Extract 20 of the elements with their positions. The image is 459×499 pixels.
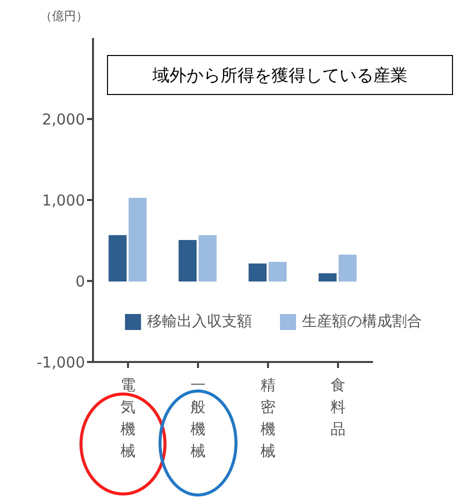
bar <box>268 262 287 282</box>
legend-label: 生産額の構成割合 <box>302 312 422 331</box>
y-tick-label: 1,000 <box>42 191 85 210</box>
bar <box>248 263 267 282</box>
x-tick-label: 一般機械 <box>190 376 206 460</box>
bar <box>128 198 147 282</box>
y-tick-label: 2,000 <box>42 110 85 128</box>
text: 域外から所得を獲得している産業 <box>107 55 453 95</box>
bar <box>108 235 127 282</box>
bar <box>198 235 217 282</box>
y-tick-label: -1,000 <box>36 353 85 372</box>
bar <box>318 273 337 282</box>
x-tick-label: 食料品 <box>330 376 346 438</box>
x-tick-label: 電気機械 <box>120 376 136 460</box>
y-axis-title: （億円） <box>40 8 88 25</box>
y-tick-label: 0 <box>75 272 85 290</box>
legend-label: 移輸出入収支額 <box>147 312 252 331</box>
bar <box>178 240 197 282</box>
bar <box>338 254 357 282</box>
x-tick-label: 精密機械 <box>260 376 276 460</box>
